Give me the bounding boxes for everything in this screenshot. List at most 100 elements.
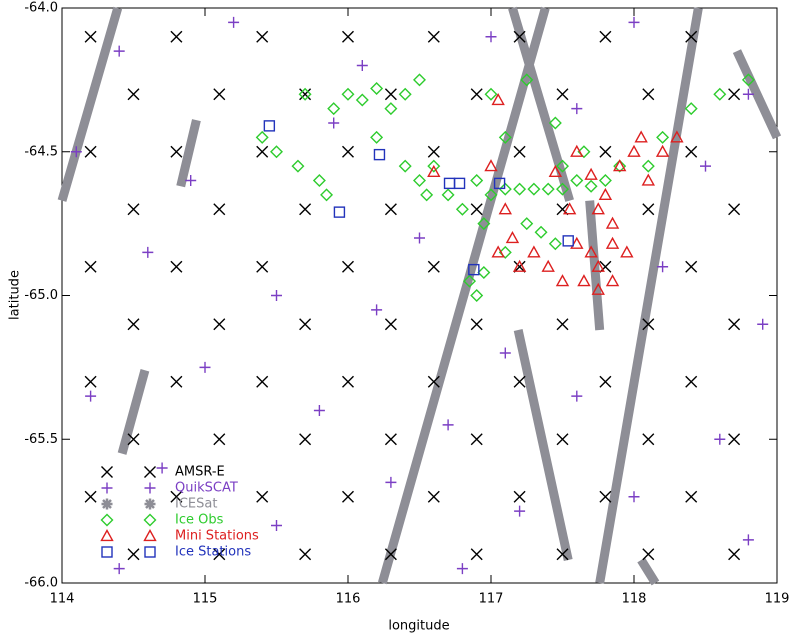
point — [371, 304, 383, 316]
point — [333, 206, 346, 218]
point — [548, 116, 562, 130]
point — [556, 433, 569, 446]
point — [634, 130, 648, 143]
point — [385, 476, 397, 488]
point — [427, 30, 440, 43]
point — [213, 433, 226, 446]
point — [591, 259, 605, 272]
point — [571, 390, 583, 402]
point — [584, 245, 598, 258]
point — [512, 259, 527, 272]
point — [384, 548, 397, 561]
point — [498, 245, 512, 259]
point — [599, 490, 612, 503]
point — [342, 490, 354, 503]
legend-symbol — [144, 466, 156, 478]
point — [685, 260, 698, 273]
point — [498, 130, 512, 144]
point — [84, 260, 97, 273]
point — [299, 203, 312, 216]
point — [291, 159, 305, 173]
legend-symbol — [100, 529, 114, 542]
point — [728, 318, 741, 331]
point — [453, 177, 466, 190]
point — [413, 73, 426, 87]
point — [642, 88, 655, 101]
point — [562, 202, 577, 215]
point — [477, 217, 491, 231]
point — [427, 260, 440, 273]
point — [170, 30, 183, 43]
point — [170, 145, 183, 158]
point — [420, 188, 434, 202]
point — [513, 375, 526, 388]
point — [505, 231, 520, 244]
legend-symbol — [143, 529, 157, 542]
point — [570, 174, 584, 187]
x-tick-label: 115 — [193, 592, 218, 607]
point — [757, 318, 769, 330]
point — [685, 490, 698, 503]
point — [484, 188, 498, 202]
point — [599, 375, 612, 388]
legend-label: Ice Stations — [175, 545, 251, 560]
point — [463, 274, 477, 288]
point — [384, 102, 398, 116]
point — [613, 159, 627, 173]
point — [142, 246, 154, 258]
point — [570, 236, 584, 249]
legend-symbol — [101, 482, 113, 494]
point — [548, 164, 563, 177]
point — [642, 318, 655, 331]
point — [127, 203, 140, 216]
point — [541, 259, 555, 272]
point — [513, 260, 526, 273]
point — [156, 462, 168, 474]
point — [657, 261, 669, 273]
point — [713, 87, 727, 101]
plot-frame — [61, 7, 778, 584]
point — [498, 202, 512, 215]
point — [484, 87, 498, 101]
point — [320, 188, 334, 202]
point — [641, 173, 655, 186]
point — [271, 290, 282, 301]
legend-symbol — [101, 466, 113, 478]
point — [670, 130, 684, 143]
point — [599, 30, 612, 43]
point — [556, 159, 569, 173]
point — [570, 144, 584, 157]
point — [427, 375, 440, 388]
x-tick-label: 116 — [336, 592, 361, 607]
x-tick-label: 117 — [479, 592, 504, 607]
point — [470, 318, 483, 331]
point — [85, 390, 97, 402]
point — [84, 30, 97, 43]
legend-label: Ice Obs — [175, 513, 224, 528]
point — [355, 93, 369, 107]
point — [84, 145, 97, 158]
point — [685, 145, 698, 158]
point — [398, 159, 412, 173]
point — [599, 260, 612, 273]
point — [299, 318, 312, 331]
point — [470, 548, 483, 561]
point — [655, 144, 670, 157]
point — [185, 175, 197, 186]
point — [213, 88, 226, 101]
point — [728, 433, 741, 446]
point — [470, 88, 483, 101]
point — [628, 16, 640, 28]
point — [341, 87, 355, 101]
icesat-track — [57, 6, 782, 586]
point — [255, 130, 269, 144]
point — [127, 433, 140, 446]
point — [199, 361, 211, 373]
point — [170, 375, 183, 388]
point — [342, 145, 354, 158]
point — [455, 202, 469, 216]
point — [113, 45, 125, 57]
legend-label: ICESat — [175, 497, 217, 512]
point — [584, 179, 598, 193]
point — [298, 87, 312, 101]
